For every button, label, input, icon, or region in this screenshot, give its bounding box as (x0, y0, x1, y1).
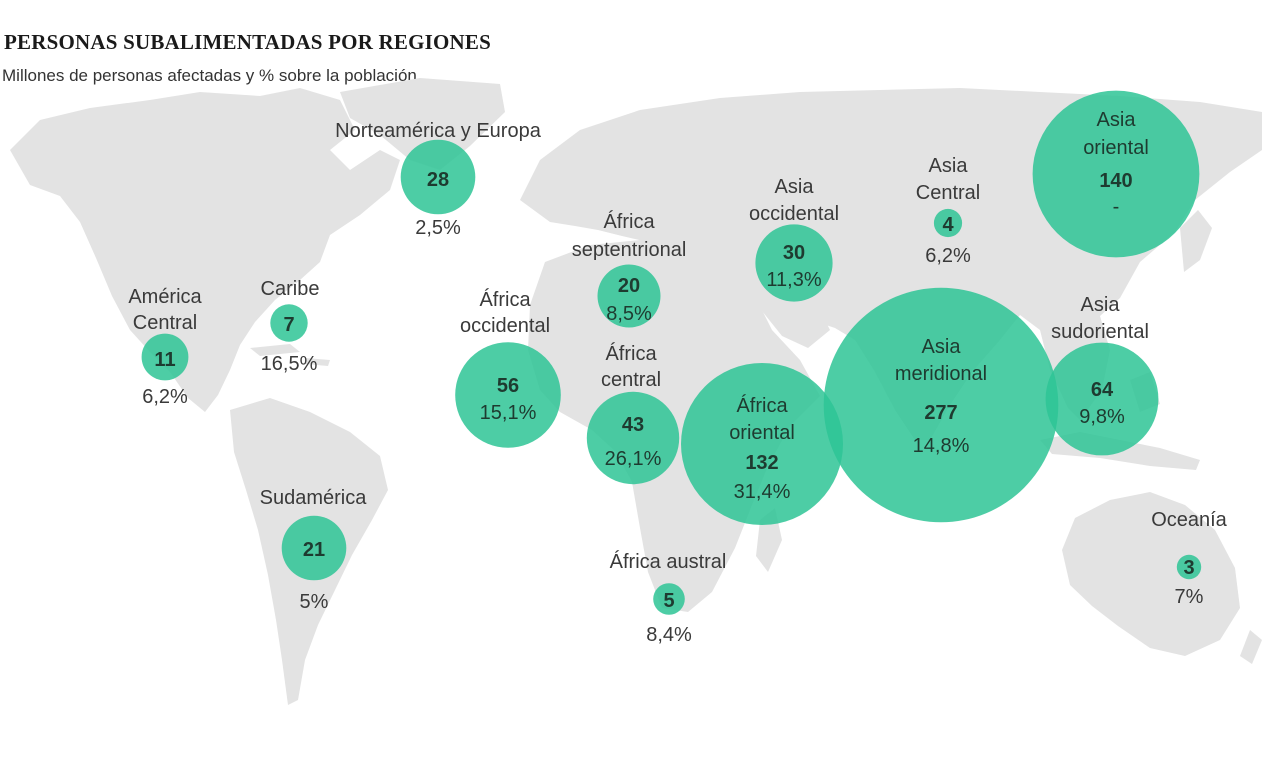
land-arabia (730, 262, 830, 348)
land-new-zealand (1240, 630, 1262, 664)
region-name-asia-central-2: Central (916, 182, 980, 204)
region-name-america-central-1: América (128, 286, 202, 308)
bubble-asia-central (933, 208, 963, 238)
pct-label-africa-oriental: 31,4% (734, 481, 791, 503)
region-name-africa-occidental-2: occidental (460, 315, 550, 337)
pct-label-asia-sudoriental: 9,8% (1079, 406, 1125, 428)
region-name-africa-septentrional-2: septentrional (572, 239, 687, 261)
pct-label-africa-occidental: 15,1% (480, 402, 537, 424)
pct-label-norteamerica-y-europa: 2,5% (415, 217, 461, 239)
region-name-africa-austral: África austral (610, 550, 727, 573)
value-label-asia-meridional: 277 (924, 402, 957, 424)
region-name-asia-central-1: Asia (929, 155, 969, 177)
value-label-africa-occidental: 56 (497, 375, 519, 397)
bubble-africa-septentrional (597, 264, 661, 328)
bubble-sudamerica (281, 515, 347, 581)
land-australia (1062, 492, 1240, 656)
region-name-asia-occidental-1: Asia (775, 176, 815, 198)
value-label-america-central: 11 (154, 349, 175, 371)
land-north-america (10, 88, 400, 412)
pct-label-asia-meridional: 14,8% (913, 435, 970, 457)
region-name-asia-oriental-1: Asia (1097, 109, 1137, 131)
pct-label-asia-occidental: 11,3% (766, 269, 821, 291)
pct-label-caribe: 16,5% (261, 353, 318, 375)
region-name-america-central-2: Central (133, 312, 197, 334)
bubble-asia-sudoriental (1045, 342, 1159, 456)
region-name-asia-sudoriental-1: Asia (1081, 294, 1121, 316)
value-label-sudamerica: 21 (303, 539, 325, 561)
bubble-asia-meridional (823, 287, 1059, 523)
bubble-africa-austral (653, 583, 685, 615)
value-label-africa-austral: 5 (663, 590, 674, 612)
value-label-asia-central: 4 (942, 214, 954, 236)
bubble-america-central (141, 333, 189, 381)
region-name-asia-meridional-1: Asia (922, 336, 962, 358)
region-name-africa-oriental-1: África (736, 394, 788, 417)
pct-label-africa-septentrional: 8,5% (606, 303, 652, 325)
region-name-africa-oriental-2: oriental (729, 422, 795, 444)
bubble-asia-oriental (1032, 90, 1200, 258)
region-name-asia-meridional-2: meridional (895, 363, 987, 385)
region-name-sudamerica: Sudamérica (260, 487, 368, 509)
pct-label-asia-oriental: - (1113, 196, 1120, 218)
pct-label-africa-central: 26,1% (605, 448, 662, 470)
region-name-africa-occidental-1: África (479, 288, 531, 311)
bubble-norteamerica-y-europa (400, 139, 476, 215)
region-name-norteamerica-y-europa: Norteamérica y Europa (335, 120, 542, 142)
bubble-layer: Norteamérica y Europa 28 2,5% América Centra… (128, 90, 1228, 646)
value-label-oceania: 3 (1183, 557, 1194, 579)
value-label-caribe: 7 (283, 314, 294, 336)
pct-label-asia-central: 6,2% (925, 245, 971, 267)
pct-label-oceania: 7% (1175, 586, 1204, 608)
value-label-asia-occidental: 30 (783, 242, 805, 264)
region-name-asia-occidental-2: occidental (749, 203, 839, 225)
region-name-asia-sudoriental-2: sudoriental (1051, 321, 1149, 343)
bubble-oceania (1176, 554, 1202, 580)
label-layer: Norteamérica y Europa 28 2,5% América Centra… (128, 109, 1227, 646)
bubble-asia-occidental (755, 224, 833, 302)
chart-title: PERSONAS SUBALIMENTADAS POR REGIONES (4, 30, 491, 54)
bubble-africa-oriental (681, 363, 843, 525)
pct-label-sudamerica: 5% (300, 591, 329, 613)
region-name-africa-central-2: central (601, 369, 661, 391)
land-japan (1180, 210, 1212, 272)
value-label-asia-oriental: 140 (1099, 170, 1132, 192)
value-label-norteamerica-y-europa: 28 (427, 169, 449, 191)
bubble-africa-central (586, 391, 680, 485)
region-name-caribe: Caribe (261, 278, 320, 300)
chart-subtitle: Millones de personas afectadas y % sobre… (2, 66, 417, 85)
pct-label-africa-austral: 8,4% (646, 624, 692, 646)
region-name-oceania: Oceanía (1151, 509, 1227, 531)
region-name-africa-central-1: África (605, 342, 657, 365)
bubble-caribe (270, 304, 308, 342)
region-name-asia-oriental-2: oriental (1083, 137, 1149, 159)
land-caribbean (250, 344, 330, 366)
pct-label-america-central: 6,2% (142, 386, 188, 408)
region-name-africa-septentrional-1: África (603, 210, 655, 233)
value-label-africa-oriental: 132 (745, 452, 778, 474)
bubble-africa-occidental (455, 342, 561, 448)
value-label-africa-central: 43 (622, 414, 644, 436)
land-greenland (340, 78, 505, 170)
value-label-asia-sudoriental: 64 (1091, 379, 1114, 401)
value-label-africa-septentrional: 20 (618, 275, 640, 297)
